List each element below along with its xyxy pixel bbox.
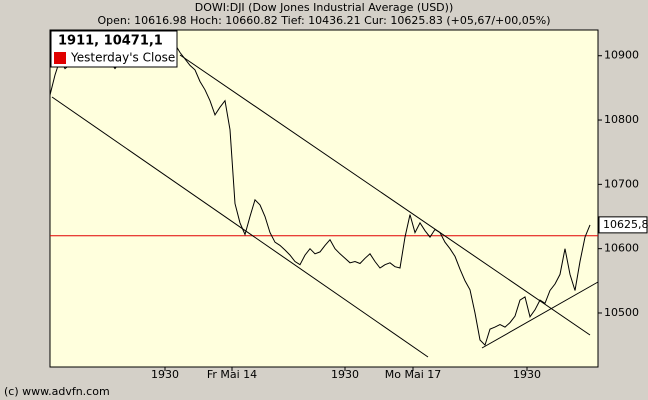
x-tick-label: 1930 [331,368,359,381]
trend-line [481,281,599,349]
x-tick-label: 1930 [513,368,541,381]
chart-subtitle: Open: 10616.98 Hoch: 10660.82 Tief: 1043… [98,14,551,27]
trend-line [51,96,429,358]
y-tick-label: 10800 [604,113,639,126]
legend-label: Yesterday's Close [70,51,175,65]
last-price-box [598,216,648,234]
y-tick-label: 10500 [604,306,639,319]
plot-area [49,29,599,368]
y-tick-label: 10700 [604,177,639,190]
trend-line [179,54,591,336]
cursor-label: 1911, 10471,1 [58,34,163,49]
y-tick-label: 10900 [604,49,639,62]
x-tick-label: Fr Mai 14 [207,368,257,381]
legend-swatch [54,52,66,64]
last-price-label: 10625,8 [603,218,648,231]
chart-title: DOWI:DJI (Dow Jones Industrial Average (… [195,1,453,14]
y-tick-label: 10600 [604,242,639,255]
footer: (c) www.advfn.com [4,385,110,398]
legend [50,30,178,68]
x-tick-label: 1930 [151,368,179,381]
x-tick-label: Mo Mai 17 [385,368,442,381]
